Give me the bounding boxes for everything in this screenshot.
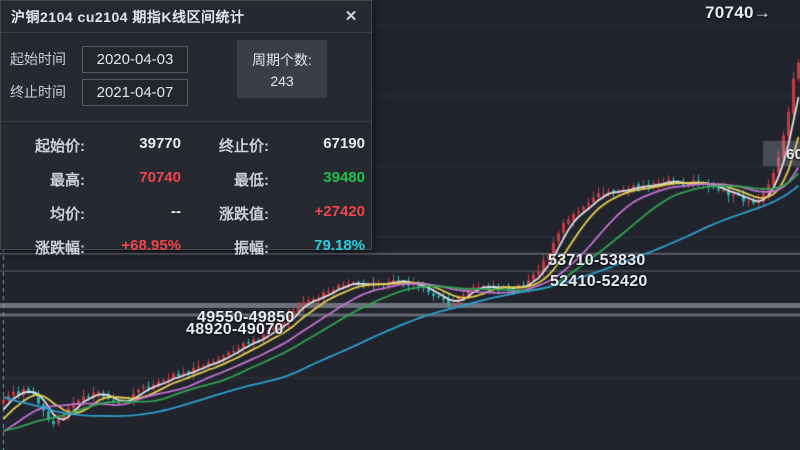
panel-title: 沪铜2104 cu2104 期指K线区间统计: [11, 8, 245, 25]
start-time-label: 起始时间: [10, 51, 66, 67]
stat-value: 39480: [323, 169, 365, 186]
gap-label-52410: 52410-52420: [550, 273, 648, 290]
stat-label: 最高:: [50, 172, 85, 189]
gap-label-53710: 53710-53830: [548, 252, 646, 269]
end-time-input[interactable]: 2021-04-07: [82, 78, 188, 106]
period-count-value: 243: [270, 72, 294, 89]
stat-label: 振幅:: [234, 240, 269, 257]
stat-value: 70740: [139, 169, 181, 186]
end-time-label: 终止时间: [10, 84, 66, 100]
stat-label: 涨跌幅:: [35, 240, 85, 257]
stat-value: 39770: [139, 135, 181, 152]
panel-title-bar[interactable]: 沪铜2104 cu2104 期指K线区间统计 ✕: [1, 1, 371, 33]
stats-grid: 起始价: 39770 终止价: 67190 最高: 70740 最低: 3948…: [1, 122, 371, 258]
gap-label-49550: 49550-49850: [197, 309, 295, 326]
stat-value: +68.95%: [121, 237, 181, 254]
stat-value: --: [171, 203, 181, 220]
stat-value: 79.18%: [314, 237, 365, 254]
gap-label-48920: 48920-49070: [186, 321, 284, 338]
stat-label: 最低:: [234, 172, 269, 189]
stat-value: 67190: [323, 135, 365, 152]
high-price-label: 70740→: [705, 3, 772, 22]
stat-label: 涨跌值:: [219, 206, 269, 223]
start-time-input[interactable]: 2020-04-03: [82, 45, 188, 73]
period-count-label: 周期个数:: [252, 51, 312, 68]
stat-value: +27420: [314, 203, 365, 220]
date-range-section: 起始时间 2020-04-03 终止时间 2021-04-07 周期个数: 24…: [1, 33, 371, 122]
stats-panel: 沪铜2104 cu2104 期指K线区间统计 ✕ 起始时间 2020-04-03…: [0, 0, 372, 257]
close-icon[interactable]: ✕: [344, 7, 358, 25]
stat-label: 均价:: [50, 206, 85, 223]
stat-label: 终止价:: [219, 138, 269, 155]
partial-price-label: 60: [786, 146, 800, 163]
stat-label: 起始价:: [35, 138, 85, 155]
period-count-box: 周期个数: 243: [237, 40, 327, 98]
